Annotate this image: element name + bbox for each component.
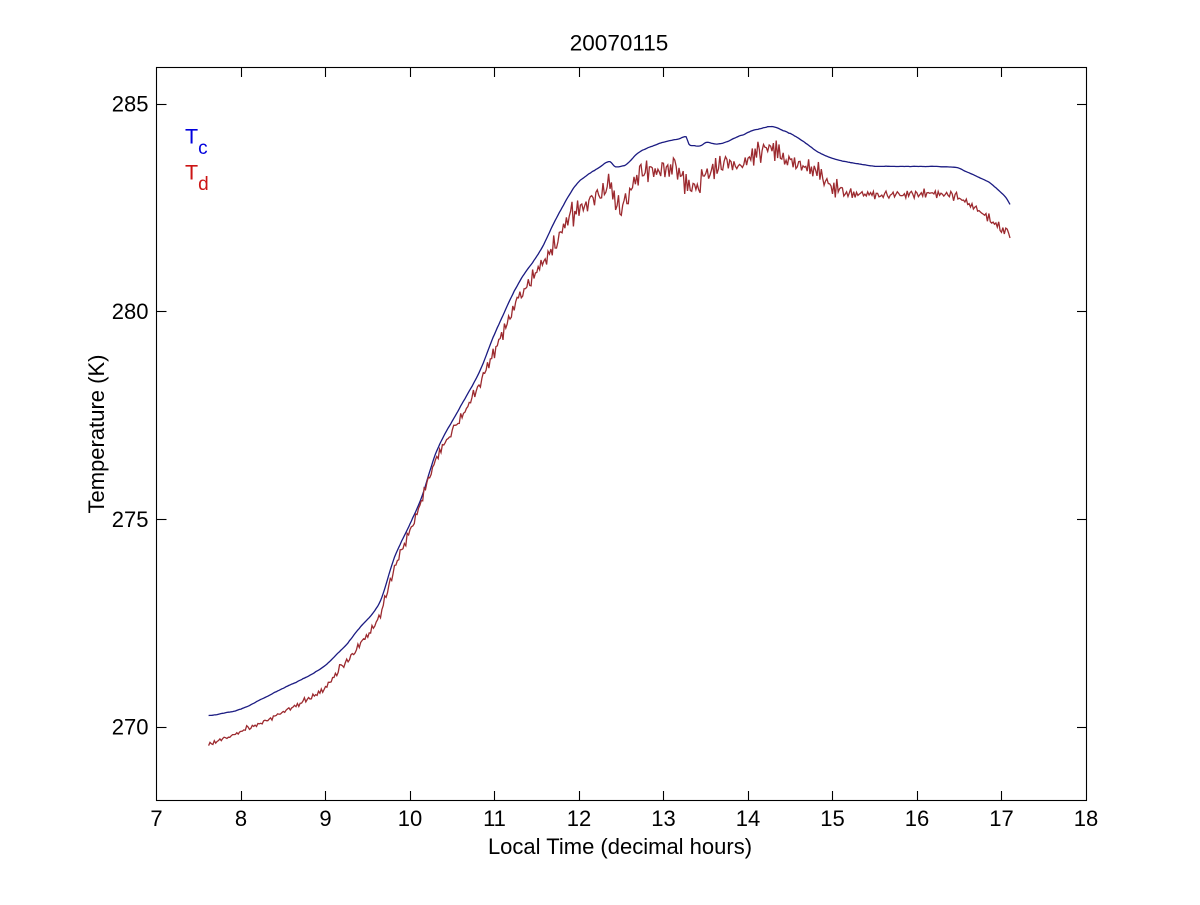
svg-text:10: 10 <box>398 806 422 831</box>
svg-text:7: 7 <box>150 806 162 831</box>
svg-text:285: 285 <box>112 92 149 117</box>
svg-text:270: 270 <box>112 715 149 740</box>
svg-text:275: 275 <box>112 507 149 532</box>
svg-text:20070115: 20070115 <box>570 31 668 56</box>
svg-text:11: 11 <box>483 806 506 831</box>
svg-text:Local Time (decimal hours): Local Time (decimal hours) <box>488 834 752 859</box>
svg-text:17: 17 <box>989 806 1013 831</box>
svg-text:12: 12 <box>567 806 591 831</box>
svg-text:8: 8 <box>235 806 247 831</box>
svg-text:15: 15 <box>820 806 844 831</box>
svg-text:14: 14 <box>736 806 760 831</box>
svg-text:16: 16 <box>905 806 929 831</box>
svg-text:13: 13 <box>651 806 675 831</box>
svg-text:Temperature (K): Temperature (K) <box>84 355 109 514</box>
svg-text:9: 9 <box>319 806 331 831</box>
svg-text:18: 18 <box>1074 806 1098 831</box>
svg-text:280: 280 <box>112 299 149 324</box>
